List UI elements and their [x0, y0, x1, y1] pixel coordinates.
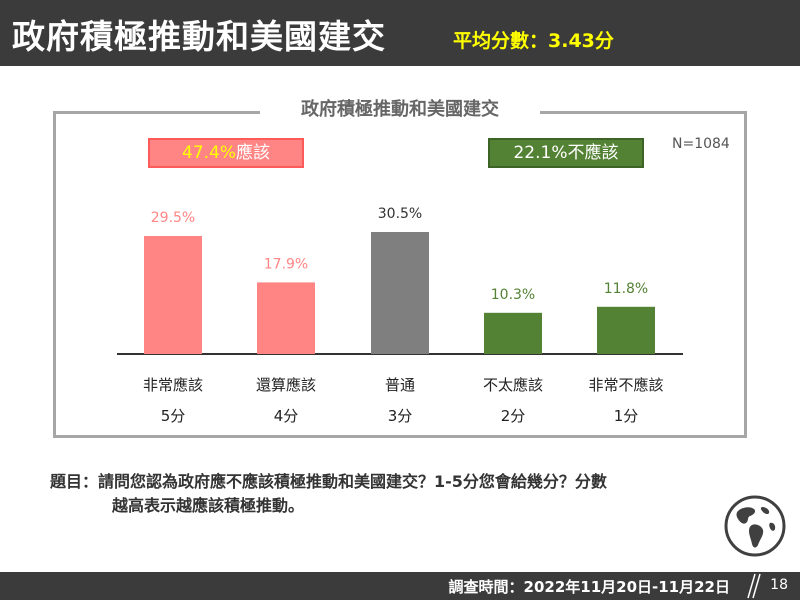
category-label-5: 非常不應該	[588, 376, 664, 394]
should-not-badge: 22.1%不應該	[488, 138, 644, 168]
sample-size: N=1084	[672, 136, 730, 152]
question-line-1: 題目：請問您認為政府應不應該積極推動和美國建交？1-5分您會給幾分？分數	[50, 472, 607, 491]
slide-footer: 調查時間：2022年11月20日-11月22日 18	[0, 572, 800, 600]
bar-value-label-3: 30.5%	[378, 206, 422, 222]
should-not-label: 不應該	[567, 143, 619, 163]
category-score-4: 2分	[500, 407, 526, 425]
category-label-1: 非常應該	[142, 376, 203, 394]
question-text: 題目：請問您認為政府應不應該積極推動和美國建交？1-5分您會給幾分？分數 越高表…	[50, 468, 607, 516]
category-score-3: 3分	[387, 407, 413, 425]
average-score: 平均分數：3.43分	[453, 30, 614, 52]
survey-date: 調查時間：2022年11月20日-11月22日	[448, 578, 730, 596]
chart-title: 政府積極推動和美國建交	[260, 95, 540, 125]
bar-1	[144, 236, 202, 354]
category-score-5: 1分	[613, 407, 639, 425]
bar-value-label-4: 10.3%	[491, 287, 535, 303]
divider-slash-icon	[747, 573, 761, 599]
bar-value-label-1: 29.5%	[151, 210, 195, 226]
page-number: 18	[770, 577, 788, 593]
category-score-1: 5分	[160, 407, 186, 425]
slide-title: 政府積極推動和美國建交	[12, 17, 386, 56]
bar-3	[371, 232, 429, 354]
category-label-2: 還算應該	[255, 376, 316, 394]
should-percentage: 47.4%	[181, 143, 236, 163]
bar-value-label-2: 17.9%	[264, 256, 308, 272]
slide-header: 政府積極推動和美國建交 平均分數：3.43分	[0, 0, 800, 66]
category-score-2: 4分	[273, 407, 299, 425]
bar-2	[257, 282, 315, 354]
globe-icon	[724, 495, 786, 557]
category-label-3: 普通	[384, 376, 415, 394]
should-not-percentage: 22.1%	[513, 143, 568, 163]
bar-4	[484, 312, 542, 354]
bar-value-label-5: 11.8%	[604, 281, 648, 297]
should-badge: 47.4%應該	[148, 138, 304, 168]
question-line-2: 越高表示越應該積極推動。	[112, 496, 305, 515]
bar-5	[597, 306, 655, 354]
should-label: 應該	[236, 143, 270, 163]
category-label-4: 不太應該	[482, 376, 543, 394]
